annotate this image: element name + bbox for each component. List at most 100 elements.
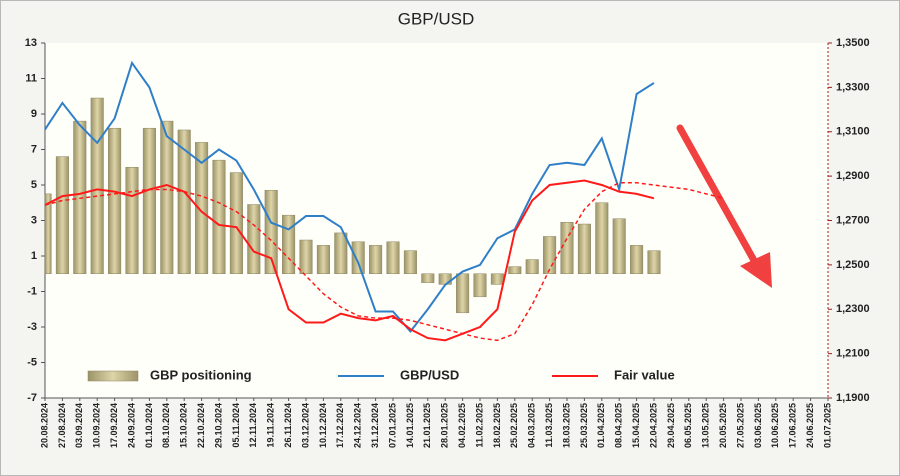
bar [351, 241, 365, 275]
x-tick-label: 10.12.2024 [318, 403, 328, 448]
bar [125, 167, 139, 274]
x-tick-label: 05.11.2024 [231, 403, 241, 448]
bar [282, 214, 296, 275]
legend-swatch [87, 370, 139, 382]
x-tick-label: 03.12.2024 [300, 403, 310, 448]
bar [630, 245, 644, 275]
y-tick-label: -3 [27, 321, 37, 333]
y2-tick-label: 1,2900 [836, 170, 870, 182]
x-tick-label: 31.12.2024 [370, 403, 380, 448]
x-tick-label: 11.03.2025 [544, 403, 554, 448]
dashed-line [44, 182, 724, 342]
legend-label: GBP positioning [150, 367, 252, 382]
y2-tick-label: 1,3500 [836, 37, 870, 49]
x-tick-label: 19.11.2024 [266, 403, 276, 448]
bar [612, 218, 626, 275]
bar [369, 245, 383, 275]
bar [421, 273, 435, 283]
x-tick-label: 14.01.2025 [405, 403, 415, 448]
x-tick-label: 08.04.2025 [614, 403, 624, 448]
bar [247, 204, 261, 274]
y-tick-label: -5 [27, 356, 37, 368]
x-tick-label: 11.02.2025 [474, 403, 484, 448]
x-tick-label: 04.02.2025 [457, 403, 467, 448]
x-tick-label: 01.07.2025 [822, 403, 832, 448]
x-tick-label: 25.03.2025 [579, 403, 589, 448]
x-tick-label: 25.02.2025 [509, 403, 519, 448]
x-tick-label: 26.11.2024 [283, 403, 293, 448]
y2-tick-label: 1,1900 [836, 392, 870, 404]
x-tick-label: 18.02.2025 [492, 403, 502, 448]
x-tick-label: 10.09.2024 [92, 403, 102, 448]
y2-tick-label: 1,3300 [836, 81, 870, 93]
y-tick-label: 11 [25, 72, 37, 84]
x-tick-label: 18.03.2025 [561, 403, 571, 448]
bar [142, 127, 156, 274]
x-tick-label: 06.05.2025 [683, 403, 693, 448]
line [44, 179, 655, 342]
legend-label: GBP/USD [400, 367, 459, 382]
x-tick-label: 27.08.2024 [57, 403, 67, 448]
bar [386, 241, 400, 275]
bar [577, 223, 591, 275]
bar [108, 127, 122, 274]
bar [177, 129, 191, 274]
bar [195, 142, 209, 274]
bar [212, 159, 226, 274]
x-tick-label: 12.11.2024 [248, 403, 258, 448]
x-tick-label: 22.04.2025 [648, 403, 658, 448]
x-tick-label: 01.04.2025 [596, 403, 606, 448]
x-tick-label: 24.06.2025 [805, 403, 815, 448]
bar [456, 273, 470, 314]
bar [403, 250, 417, 275]
bar [525, 259, 539, 274]
y-tick-label: -7 [27, 392, 37, 404]
x-tick-label: 13.05.2025 [701, 403, 711, 448]
y2-tick-label: 1,2100 [836, 348, 870, 360]
x-tick-label: 15.10.2024 [179, 403, 189, 448]
bar [90, 97, 104, 275]
bar [560, 222, 574, 274]
x-tick-label: 24.12.2024 [353, 403, 363, 448]
bar [490, 273, 504, 285]
bar [160, 120, 174, 274]
bar [595, 202, 609, 274]
x-tick-label: 21.01.2025 [422, 403, 432, 448]
x-tick-label: 08.10.2024 [161, 403, 171, 448]
bar [55, 156, 69, 275]
x-tick-label: 28.01.2025 [440, 403, 450, 448]
x-tick-label: 01.10.2024 [144, 403, 154, 448]
bar [44, 193, 52, 274]
bar [299, 239, 313, 274]
x-tick-label: 17.12.2024 [335, 403, 345, 448]
x-tick-label: 27.05.2025 [735, 403, 745, 448]
y2-tick-label: 1,3100 [836, 126, 870, 138]
y-tick-label: 3 [31, 214, 37, 226]
x-tick-label: 20.05.2025 [718, 403, 728, 448]
trend-arrow [676, 124, 772, 288]
bar [73, 120, 87, 274]
y2-tick-label: 1,2500 [836, 259, 870, 271]
y-tick-label: -1 [27, 285, 37, 297]
bar [543, 236, 557, 275]
bar [264, 190, 278, 274]
x-tick-label: 29.10.2024 [213, 403, 223, 448]
x-tick-label: 10.06.2025 [770, 403, 780, 448]
y2-tick-label: 1,2300 [836, 303, 870, 315]
bar [229, 172, 243, 274]
x-tick-label: 07.01.2025 [387, 403, 397, 448]
y-tick-label: 1 [31, 250, 37, 262]
x-tick-label: 03.09.2024 [74, 403, 84, 448]
y-tick-label: 9 [31, 108, 37, 120]
chart-title: GBP/USD [398, 9, 475, 28]
x-tick-label: 03.06.2025 [753, 403, 763, 448]
bar [508, 266, 522, 274]
x-tick-label: 17.09.2024 [109, 403, 119, 448]
x-tick-label: 15.04.2025 [631, 403, 641, 448]
x-tick-label: 04.03.2025 [527, 403, 537, 448]
y-tick-label: 13 [25, 37, 37, 49]
x-tick-label: 22.10.2024 [196, 403, 206, 448]
bar [438, 273, 452, 285]
bar [647, 250, 661, 275]
